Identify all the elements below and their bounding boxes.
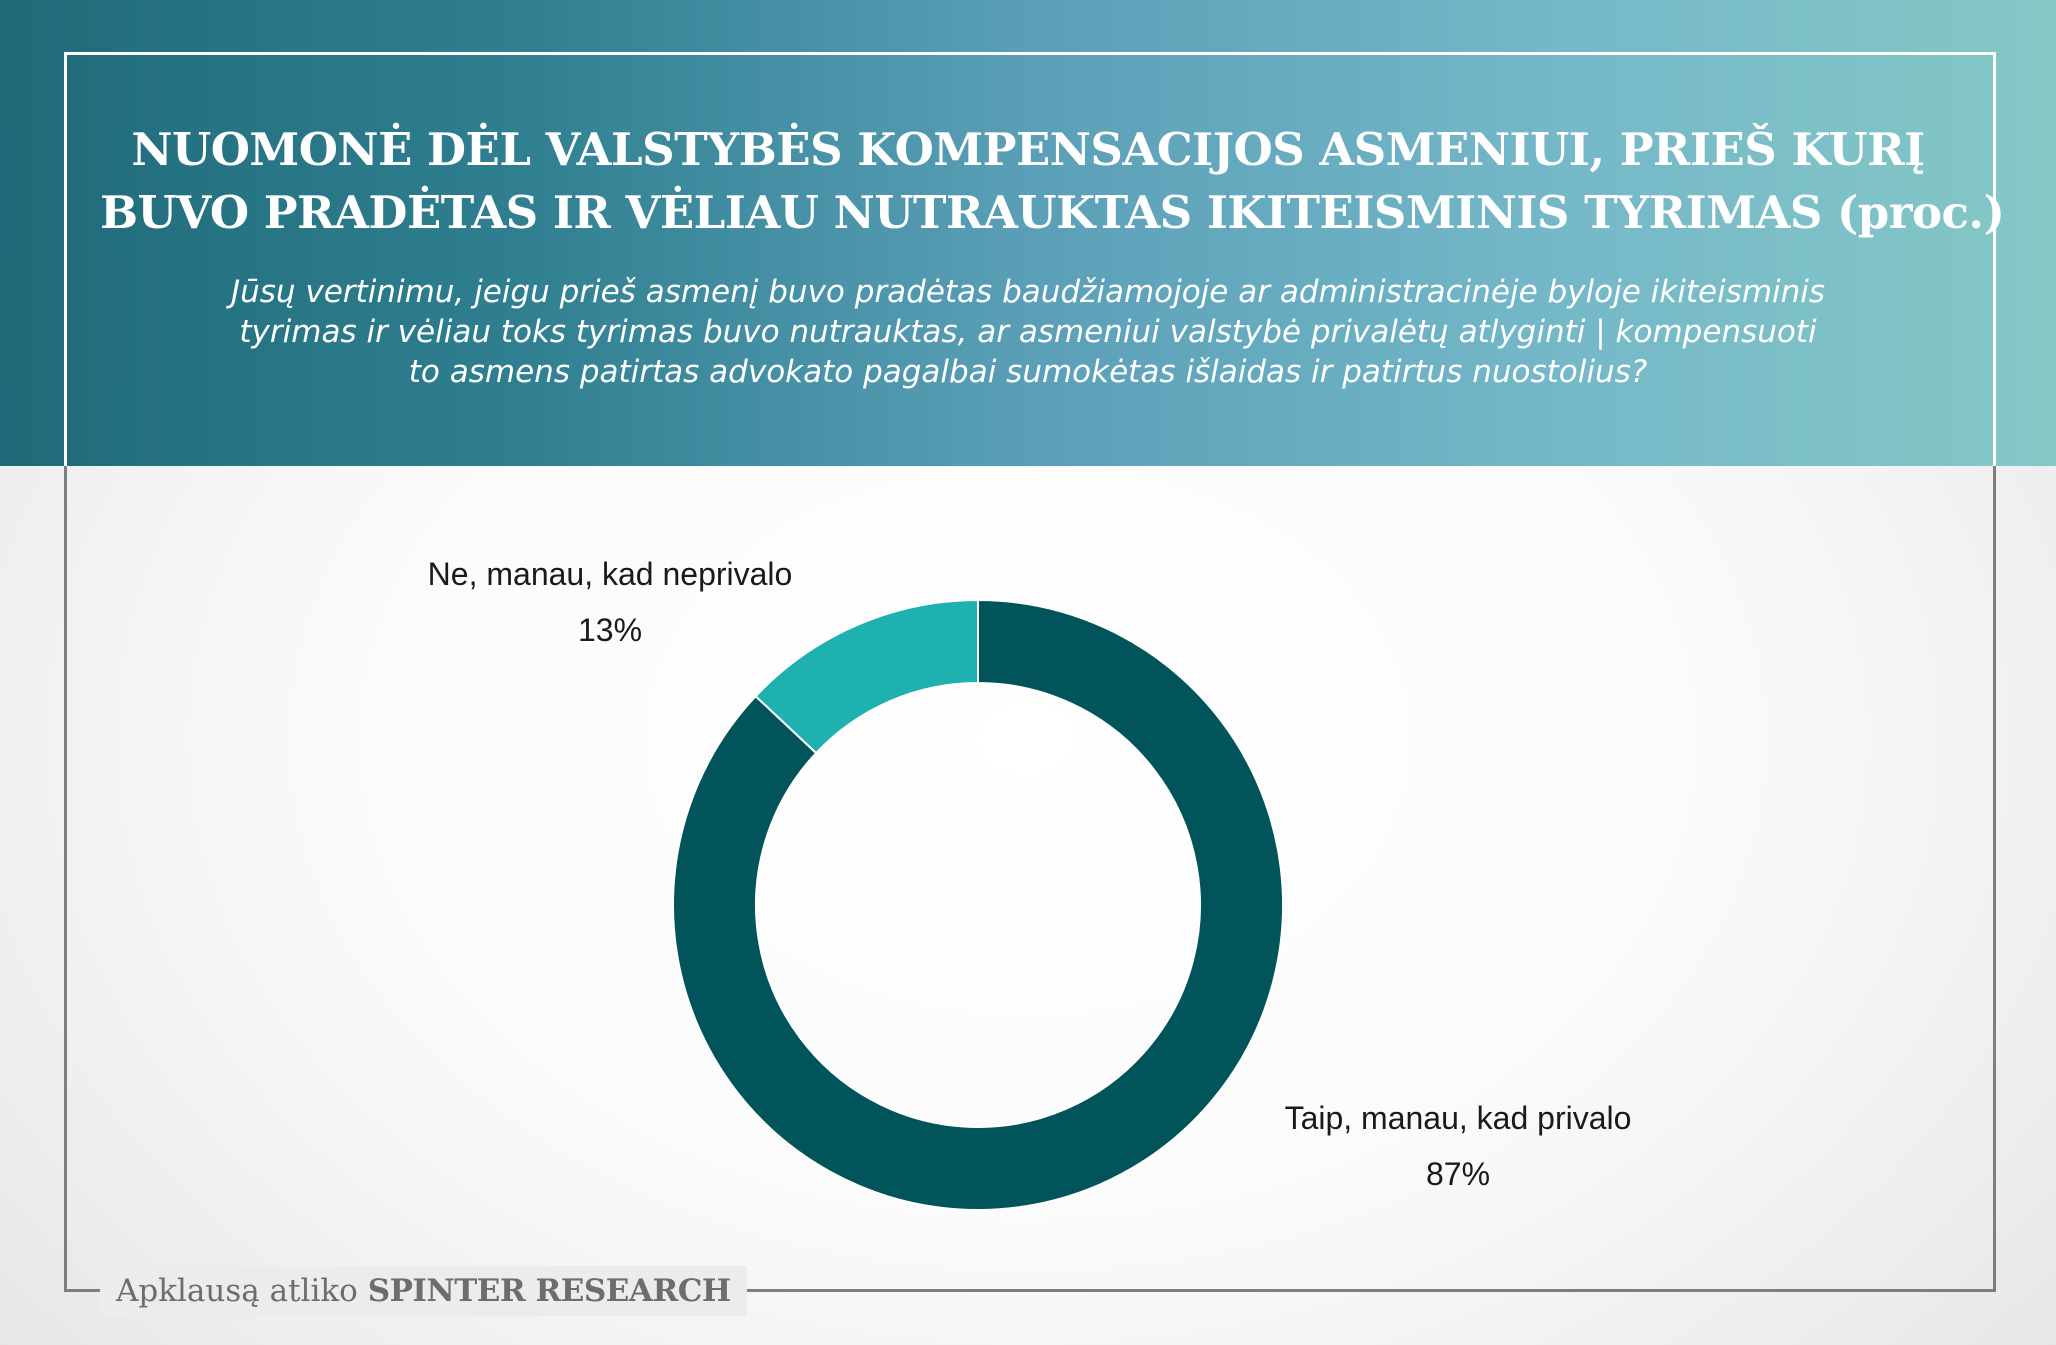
footer-credit: Apklausą atliko SPINTER RESEARCH bbox=[100, 1266, 747, 1316]
frame-border-bottom bbox=[64, 466, 1996, 1292]
slice-label-ne-value: 13% bbox=[577, 612, 643, 648]
slice-label-taip-value: 87% bbox=[1425, 1156, 1491, 1192]
chart-question-line-2: tyrimas ir vėliau toks tyrimas buvo nutr… bbox=[239, 314, 1817, 350]
donut-slices bbox=[672, 598, 1284, 1211]
chart-title-line-2: BUVO PRADĖTAS IR VĖLIAU NUTRAUKTAS IKITE… bbox=[100, 186, 2005, 239]
slice-label-ne-text: Ne, manau, kad neprivalo bbox=[427, 556, 793, 592]
slice-label-taip: Taip, manau, kad privalo 87% bbox=[1268, 1090, 1648, 1202]
donut-slice-1 bbox=[754, 598, 979, 755]
chart-title-line-1: NUOMONĖ DĖL VALSTYBĖS KOMPENSACIJOS ASME… bbox=[131, 123, 1925, 176]
chart-question-line-3: to asmens patirtas advokato pagalbai sum… bbox=[408, 354, 1648, 390]
footer-brand: SPINTER RESEARCH bbox=[367, 1273, 731, 1309]
donut-slice-0 bbox=[672, 598, 1284, 1211]
footer-prefix: Apklausą atliko bbox=[116, 1273, 358, 1309]
header-banner bbox=[0, 0, 2056, 466]
donut-chart bbox=[672, 598, 1284, 1211]
slice-label-taip-text: Taip, manau, kad privalo bbox=[1284, 1100, 1632, 1136]
chart-question: Jūsų vertinimu, jeigu prieš asmenį buvo … bbox=[120, 272, 1936, 392]
slice-label-ne: Ne, manau, kad neprivalo 13% bbox=[418, 546, 802, 658]
chart-question-line-1: Jūsų vertinimu, jeigu prieš asmenį buvo … bbox=[230, 274, 1826, 310]
chart-title: NUOMONĖ DĖL VALSTYBĖS KOMPENSACIJOS ASME… bbox=[100, 118, 2005, 244]
